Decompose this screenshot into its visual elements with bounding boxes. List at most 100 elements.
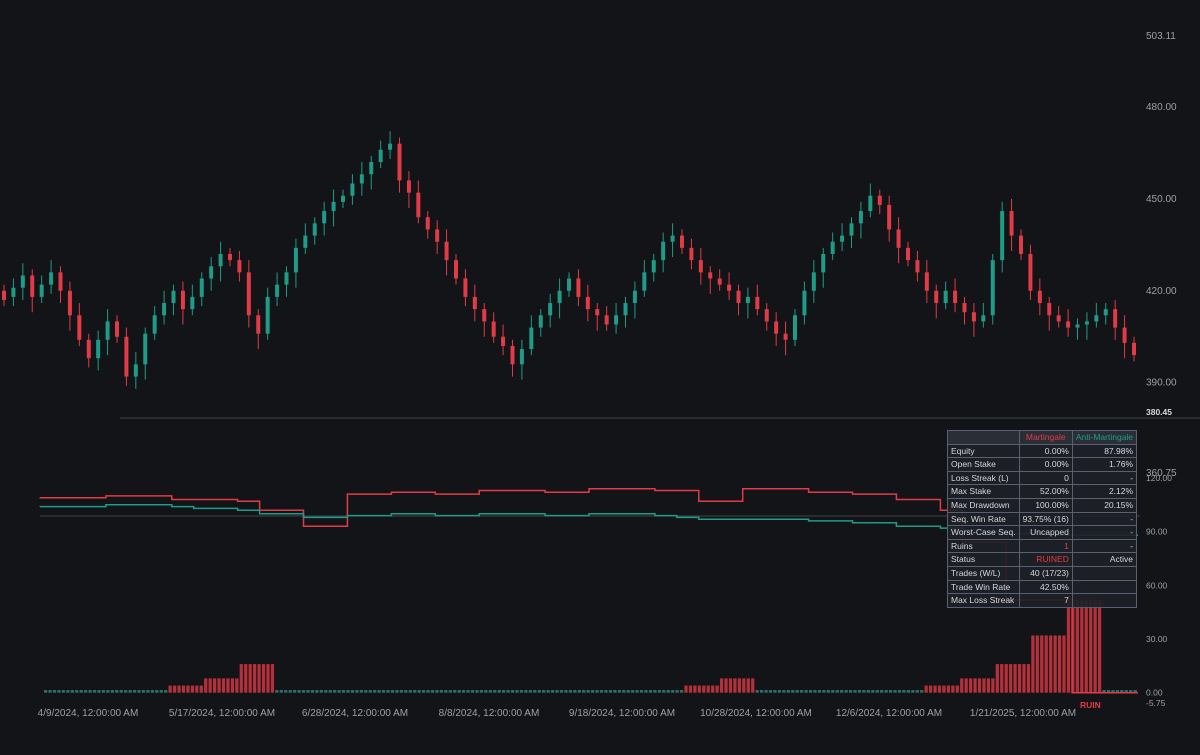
stake-bar: [248, 664, 252, 693]
stake-bar: [195, 685, 199, 693]
price-tick-label: 480.00: [1146, 102, 1177, 113]
stake-bar: [288, 690, 292, 693]
equity-tick-label: 30.00: [1146, 634, 1168, 644]
stats-label: Trades (W/L): [947, 565, 1020, 581]
stake-bar: [457, 690, 461, 693]
candle-body: [20, 275, 25, 288]
stats-value: -: [1071, 538, 1138, 554]
candle-body: [1113, 309, 1118, 328]
stake-bar: [132, 690, 137, 693]
stake-bar: [915, 690, 919, 693]
stake-bar: [310, 690, 315, 693]
candle-body: [67, 290, 72, 316]
candle-body: [39, 284, 44, 297]
stake-bar: [359, 690, 363, 693]
stake-bar: [79, 690, 83, 693]
stake-bar: [946, 685, 951, 693]
stake-bar: [608, 690, 613, 693]
candle-body: [990, 260, 995, 316]
stake-bar: [937, 685, 942, 693]
stake-bar: [653, 690, 657, 693]
stats-row: Open Stake 0.00% 1.76%: [947, 457, 1138, 472]
stats-row: Trade Win Rate 42.50%: [947, 579, 1138, 595]
stats-value: 40 (17/23): [1018, 565, 1073, 581]
candle-body: [341, 195, 345, 202]
stake-bar: [973, 678, 977, 693]
stake-bar: [782, 690, 786, 693]
stake-bar: [426, 690, 430, 693]
stake-bar: [546, 690, 550, 693]
stake-bar: [510, 690, 515, 693]
stake-bar: [866, 690, 870, 693]
candle-body: [962, 303, 967, 313]
stake-bar: [635, 690, 639, 693]
stake-bar: [479, 690, 484, 693]
candle-body: [849, 223, 854, 236]
candle-body: [199, 278, 204, 297]
stake-bar: [275, 690, 279, 693]
stake-bar: [617, 690, 621, 693]
price-low-label: 380.45: [1146, 407, 1172, 417]
stake-bar: [146, 690, 150, 693]
candle-body: [529, 327, 534, 350]
stake-bar: [648, 690, 653, 693]
stats-label: Max Loss Streak: [947, 593, 1020, 608]
x-tick-label: 8/8/2024, 12:00:00 AM: [439, 708, 540, 719]
stats-label: Worst-Case Seq.: [947, 525, 1020, 540]
stake-bar: [466, 690, 470, 693]
candle-body: [105, 321, 110, 340]
candle-body: [1037, 290, 1042, 304]
stake-bar: [688, 685, 693, 693]
stake-bar: [693, 685, 697, 693]
candle-body: [689, 247, 694, 261]
stake-bar: [875, 690, 879, 693]
candle-body: [774, 321, 779, 334]
stake-bar: [244, 664, 248, 693]
stake-bar: [737, 678, 742, 693]
stake-bar: [315, 690, 319, 693]
stats-header-anti-martingale: Anti-Martingale: [1071, 430, 1138, 445]
stake-bar: [439, 690, 444, 693]
candle-body: [435, 229, 440, 242]
candle-body: [369, 162, 374, 175]
stake-bar: [724, 678, 728, 693]
stake-bar: [604, 690, 608, 693]
candle-body: [585, 296, 590, 310]
stake-bar: [920, 690, 924, 693]
stake-bar: [808, 690, 813, 693]
stake-bar: [1080, 599, 1084, 693]
stake-bar: [226, 678, 230, 693]
stats-row: Max Drawdown 100.00% 20.15%: [947, 497, 1138, 513]
stake-bar: [675, 690, 679, 693]
stake-bar: [168, 685, 172, 693]
stats-value: 87.98%: [1071, 443, 1138, 459]
price-bottom-label: 360.75: [1146, 468, 1177, 479]
candle-body: [868, 195, 873, 212]
stake-bar: [199, 685, 203, 693]
stake-bar: [253, 664, 257, 693]
stake-bar: [328, 690, 332, 693]
stake-bar: [1026, 664, 1031, 693]
candle-body: [1122, 327, 1127, 343]
stats-row: Ruins 1-: [947, 538, 1138, 554]
stake-bar: [364, 690, 368, 693]
stake-bar: [261, 664, 266, 693]
stake-bar: [742, 678, 746, 693]
candle-body: [124, 336, 129, 377]
price-tick-label: 503.11: [1146, 31, 1176, 42]
stake-bar: [1120, 690, 1124, 693]
candle-body: [96, 339, 101, 359]
stats-row: Status RUINED Active: [947, 552, 1138, 567]
stake-bar: [341, 690, 346, 693]
stats-value: 1.76%: [1071, 457, 1138, 472]
stake-bar: [777, 690, 782, 693]
stake-bar: [906, 690, 910, 693]
stake-bar: [279, 690, 283, 693]
stake-bar: [719, 678, 724, 693]
stake-bar: [519, 690, 524, 693]
stake-bar: [728, 678, 733, 693]
stake-bar: [386, 690, 390, 693]
stake-bar: [817, 690, 822, 693]
stake-bar: [217, 678, 221, 693]
stake-bar: [497, 690, 501, 693]
